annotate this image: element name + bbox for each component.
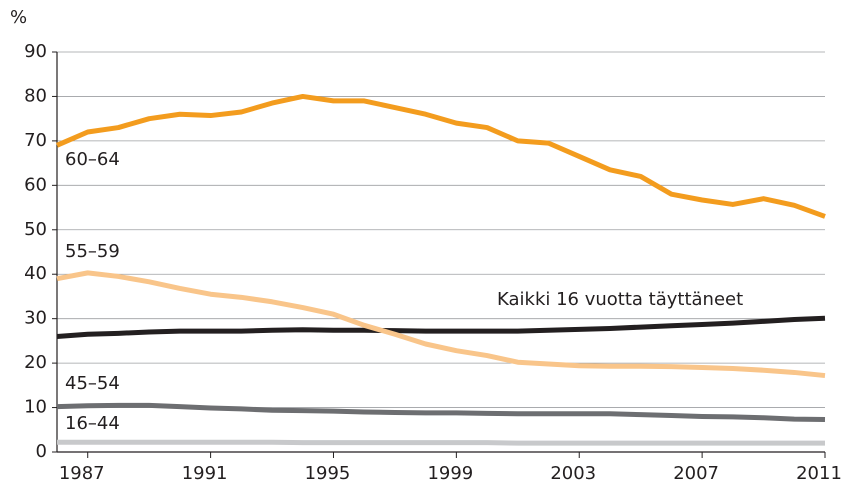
y-tick-label: 40 — [24, 263, 47, 284]
y-axis-label: % — [10, 7, 27, 28]
y-tick-label: 90 — [24, 41, 47, 62]
series-label: 55–59 — [65, 241, 120, 262]
x-tick-label: 2003 — [550, 463, 596, 484]
series-label: Kaikki 16 vuotta täyttäneet — [497, 289, 743, 310]
series-line — [56, 315, 826, 339]
y-tick-label: 30 — [24, 308, 47, 329]
series-label: 16–44 — [65, 413, 120, 434]
series-line — [56, 93, 826, 219]
y-tick-label: 0 — [36, 441, 47, 462]
y-tick-label: 80 — [24, 85, 47, 106]
series-line — [57, 439, 825, 446]
series-label: 60–64 — [65, 149, 120, 170]
x-tick-label: 2007 — [673, 463, 719, 484]
series-line — [56, 270, 826, 379]
y-tick-label: 20 — [24, 352, 47, 373]
x-tick-label: 1991 — [182, 463, 228, 484]
y-tick-label: 50 — [24, 219, 47, 240]
x-tick-label: 1987 — [59, 463, 105, 484]
y-tick-label: 70 — [24, 130, 47, 151]
series-label: 45–54 — [65, 373, 120, 394]
x-tick-label: 1995 — [305, 463, 351, 484]
x-tick-label: 1999 — [427, 463, 473, 484]
y-tick-label: 60 — [24, 174, 47, 195]
x-tick-label: 2011 — [796, 463, 842, 484]
y-tick-label: 10 — [24, 397, 47, 418]
series-line — [56, 402, 826, 423]
